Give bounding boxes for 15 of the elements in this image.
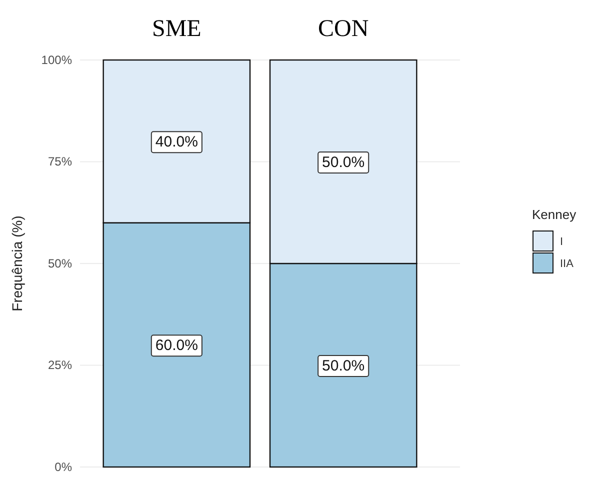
legend-title: Kenney [532,207,577,222]
data-label: 50.0% [322,154,365,171]
legend-label: IIA [560,258,574,270]
data-label: 60.0% [155,337,198,354]
y-tick-label: 25% [48,358,72,372]
y-axis-title: Frequência (%) [9,216,25,312]
data-label: 40.0% [155,134,198,151]
legend-label: I [560,236,564,248]
y-tick-label: 100% [41,52,72,67]
y-tick-label: 0% [54,460,72,474]
y-tick-label: 50% [48,256,72,270]
data-label: 50.0% [322,358,365,374]
y-tick-label: 75% [48,154,72,169]
x-tick-label: CON [318,16,369,42]
x-tick-label: SME [152,16,202,42]
